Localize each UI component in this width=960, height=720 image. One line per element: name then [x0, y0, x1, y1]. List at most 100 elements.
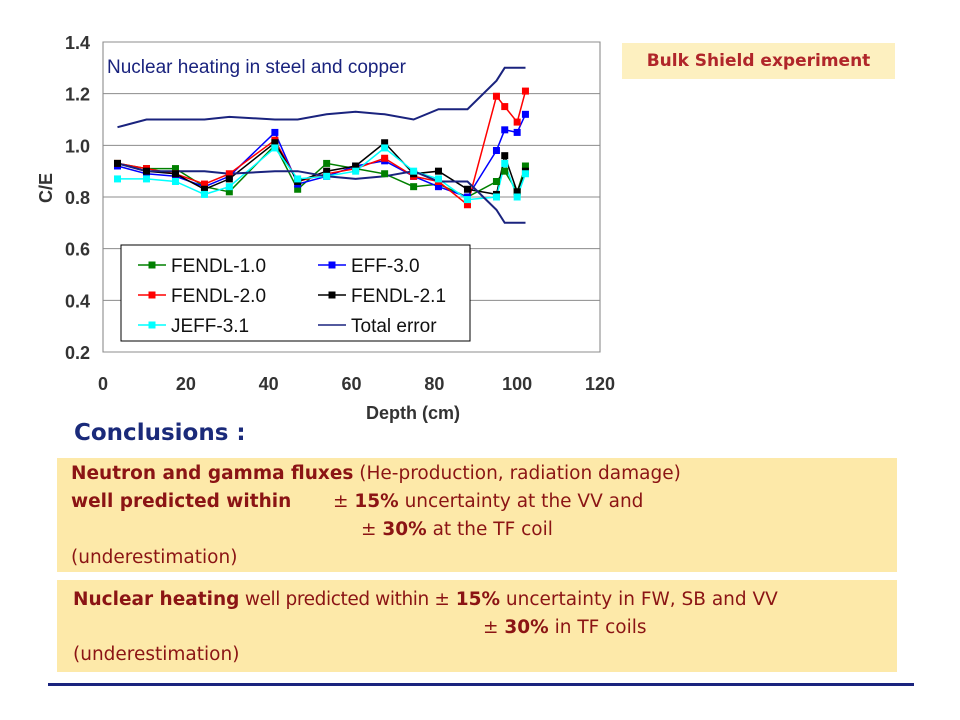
plus-minus-icon: ± — [483, 617, 499, 638]
data-point — [463, 185, 471, 193]
legend-marker — [148, 261, 156, 269]
legend-label: FENDL-1.0 — [171, 256, 266, 277]
data-point — [521, 87, 529, 95]
y-tick-label: 0.4 — [65, 291, 90, 311]
legend-box — [120, 244, 471, 342]
data-point — [225, 175, 233, 183]
x-tick-label: 40 — [259, 374, 279, 394]
y-tick-label: 1.4 — [65, 33, 90, 53]
fluxes-vv-text: uncertainty at the VV and — [398, 491, 644, 512]
heating-line-1: Nuclear heating well predicted within ± … — [73, 589, 778, 610]
data-point — [513, 118, 521, 126]
data-point — [492, 92, 500, 100]
plus-minus-icon: ± — [434, 589, 450, 610]
legend-marker — [328, 261, 336, 269]
data-point — [492, 178, 500, 185]
x-tick-label: 20 — [176, 374, 196, 394]
data-point — [492, 147, 500, 154]
heating-tf-text: in TF coils — [548, 617, 647, 638]
data-point — [521, 162, 529, 170]
data-point — [352, 162, 360, 170]
y-tick-label: 1.0 — [65, 136, 90, 156]
legend-label: Total error — [351, 316, 437, 337]
x-tick-label: 0 — [98, 374, 108, 394]
data-point — [200, 190, 208, 198]
x-tick-label: 100 — [502, 374, 532, 394]
plus-minus-icon: ± — [361, 519, 377, 540]
data-point — [352, 167, 360, 175]
y-tick-label: 1.2 — [65, 85, 90, 105]
legend: FENDL-1.0 EFF-3.0 FENDL-2.0 FENDL-2.1 JEFF-3… — [120, 244, 471, 342]
heating-tf-value: 30% — [504, 617, 549, 638]
y-tick-label: 0.2 — [65, 343, 90, 363]
legend-label: EFF-3.0 — [351, 256, 420, 277]
fluxes-line-2: well predicted within — [71, 491, 291, 512]
heating-heading: Nuclear heating — [73, 589, 240, 610]
data-point — [513, 128, 521, 136]
fluxes-prediction: well predicted within — [71, 491, 292, 512]
heating-prediction: well predicted within — [239, 589, 435, 610]
data-point — [294, 175, 302, 183]
data-point — [521, 170, 529, 178]
data-point — [171, 170, 179, 178]
data-point — [501, 126, 509, 134]
chart-title: Nuclear heating in steel and copper — [107, 57, 407, 78]
data-point — [323, 172, 331, 180]
plus-minus-icon: ± — [333, 491, 349, 512]
data-point — [271, 139, 279, 147]
y-axis-label: C/E — [36, 173, 56, 203]
fluxes-line-4: (underestimation) — [71, 547, 238, 568]
fluxes-vv-value: 15% — [354, 491, 399, 512]
data-point — [323, 159, 331, 167]
data-point — [463, 201, 471, 209]
data-point — [200, 185, 208, 193]
data-point — [501, 152, 509, 160]
data-point — [171, 165, 179, 173]
data-point — [381, 154, 389, 162]
series-line — [117, 66, 526, 129]
data-point — [323, 167, 331, 175]
data-point — [513, 188, 521, 196]
heating-fw-text: uncertainty in FW, SB and VV — [500, 589, 778, 610]
data-point — [381, 144, 389, 152]
data-point — [381, 139, 389, 147]
fluxes-line-1: Neutron and gamma fluxes (He-production,… — [71, 463, 681, 484]
y-tick-label: 0.6 — [65, 240, 90, 260]
data-point — [410, 167, 418, 175]
y-tick-label: 0.8 — [65, 188, 90, 208]
data-point — [113, 175, 121, 183]
x-tick-label: 60 — [341, 374, 361, 394]
data-point — [142, 175, 150, 183]
data-point — [381, 170, 389, 178]
legend-label: JEFF-3.1 — [171, 316, 249, 337]
legend-marker — [148, 291, 156, 299]
heating-line-2: ± 30% in TF coils — [483, 617, 647, 638]
data-point — [513, 193, 521, 201]
legend-label: FENDL-2.1 — [351, 286, 446, 307]
fluxes-line-2-value: ± 15% uncertainty at the VV and — [333, 491, 643, 512]
data-point — [501, 103, 509, 111]
conclusion-box-heating: Nuclear heating well predicted within ± … — [57, 580, 897, 672]
fluxes-tf-text: at the TF coil — [426, 519, 553, 540]
fluxes-line-3: ± 30% at the TF coil — [361, 519, 553, 540]
data-point — [492, 193, 500, 201]
conclusion-box-fluxes: Neutron and gamma fluxes (He-production,… — [57, 458, 897, 572]
data-point — [271, 128, 279, 136]
data-point — [171, 178, 179, 185]
legend-marker — [148, 321, 156, 329]
data-point — [200, 180, 208, 188]
heating-line-3: (underestimation) — [73, 644, 240, 665]
data-point — [225, 170, 233, 178]
heating-fw-value: 15% — [455, 589, 501, 610]
data-point — [142, 167, 150, 175]
fluxes-tf-value: 30% — [382, 519, 427, 540]
legend-label: FENDL-2.0 — [171, 286, 266, 307]
axis-ticks: 0.2 0.4 0.6 0.8 1.0 1.2 1.4 0 20 40 60 80 100 120 — [65, 33, 615, 394]
series-markers — [113, 87, 529, 209]
data-point — [113, 159, 121, 167]
data-point — [501, 159, 509, 167]
data-point — [225, 183, 233, 191]
bottom-rule — [48, 683, 914, 686]
data-point — [225, 188, 233, 196]
